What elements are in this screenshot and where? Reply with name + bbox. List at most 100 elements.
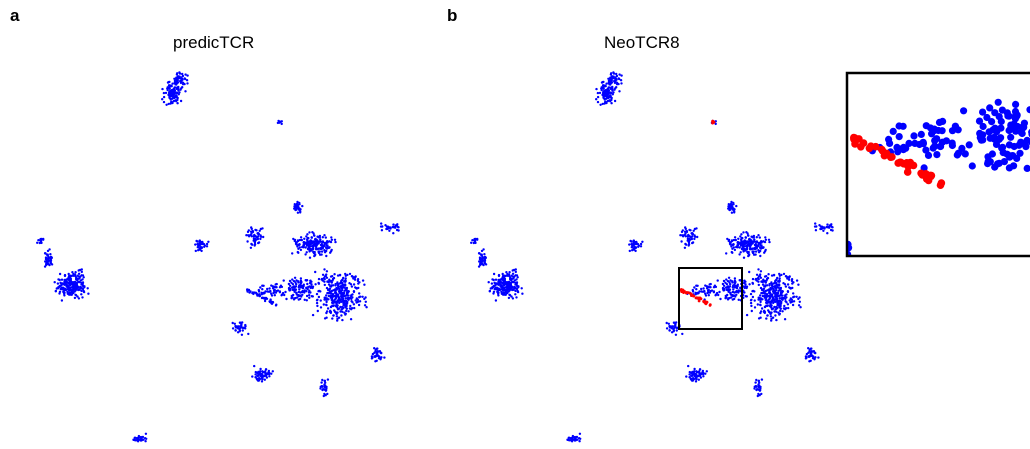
scatter-point — [283, 293, 286, 297]
scatter-point — [380, 229, 384, 232]
scatter-point — [299, 211, 302, 214]
scatter-point — [813, 225, 817, 228]
scatter-point — [715, 291, 719, 295]
scatter-point — [480, 249, 484, 253]
scatter-point — [685, 375, 688, 378]
scatter-point — [732, 294, 736, 297]
inset-point — [965, 141, 973, 149]
scatter-point — [339, 281, 343, 284]
scatter-point — [270, 302, 274, 305]
scatter-point — [709, 282, 712, 286]
scatter-point — [342, 302, 345, 305]
scatter-point — [689, 229, 692, 232]
scatter-point — [175, 83, 178, 86]
scatter-point — [349, 304, 352, 308]
panel-letter-b: b — [447, 6, 458, 25]
scatter-point — [768, 240, 771, 244]
scatter-point — [319, 290, 322, 293]
inset-point — [1017, 128, 1025, 137]
scatter-point — [330, 295, 334, 298]
scatter-point — [344, 297, 348, 300]
scatter-point — [733, 277, 737, 280]
scatter-point — [736, 244, 740, 247]
scatter-point — [759, 244, 763, 247]
scatter-point — [301, 204, 304, 208]
scatter-point — [62, 289, 66, 292]
panel-title-b: NeoTCR8 — [604, 33, 680, 52]
scatter-point — [336, 281, 339, 284]
scatter-point — [779, 302, 783, 305]
scatter-point — [706, 291, 710, 294]
scatter-point — [56, 282, 60, 285]
scatter-point — [198, 248, 202, 251]
inset-point — [933, 135, 941, 143]
scatter-point — [334, 240, 337, 244]
zoom-inset — [847, 98, 1030, 256]
scatter-point — [776, 300, 779, 303]
scatter-point — [757, 249, 760, 252]
scatter-point — [726, 288, 729, 291]
scatter-point — [748, 283, 751, 286]
scatter-point — [315, 292, 319, 296]
scatter-point — [521, 292, 524, 295]
scatter-point — [476, 237, 479, 241]
scatter-point — [759, 300, 762, 304]
scatter-point — [781, 294, 784, 297]
scatter-point — [702, 287, 705, 290]
scatter-point — [499, 280, 502, 283]
scatter-point — [36, 241, 39, 244]
scatter-point — [258, 372, 262, 375]
scatter-point — [380, 356, 383, 359]
scatter-point — [282, 279, 285, 282]
scatter-point — [49, 261, 52, 264]
scatter-point — [617, 77, 620, 80]
scatter-point — [363, 297, 366, 301]
scatter-point — [257, 235, 260, 238]
scatter-point — [323, 234, 326, 237]
scatter-point — [264, 370, 267, 373]
scatter-point — [613, 79, 616, 83]
scatter-point — [77, 272, 81, 275]
scatter-point — [306, 243, 309, 246]
scatter-point — [609, 83, 612, 86]
scatter-point — [750, 309, 753, 313]
scatter-point — [610, 86, 613, 89]
scatter-point — [686, 237, 690, 240]
scatter-point — [303, 291, 306, 294]
scatter-point — [735, 245, 738, 249]
scatter-point — [499, 284, 502, 287]
scatter-point — [75, 276, 78, 279]
scatter-point — [632, 248, 636, 251]
scatter-point — [772, 297, 775, 300]
scatter-point — [254, 373, 257, 376]
highlighted-point — [695, 296, 699, 300]
scatter-point — [244, 323, 247, 327]
scatter-point — [171, 89, 174, 92]
scatter-point — [167, 91, 171, 95]
scatter-point — [312, 252, 316, 255]
scatter-point — [397, 229, 400, 232]
scatter-point — [80, 270, 84, 274]
scatter-point — [567, 438, 570, 442]
scatter-point — [497, 289, 500, 292]
scatter-point — [743, 286, 746, 290]
scatter-point — [87, 292, 90, 295]
scatter-point — [65, 278, 68, 281]
scatter-point — [65, 280, 69, 283]
scatter-point — [373, 347, 376, 350]
scatter-point — [693, 234, 696, 237]
scatter-point — [500, 290, 503, 294]
scatter-point — [571, 434, 575, 438]
scatter-point — [759, 387, 762, 390]
scatter-point — [778, 272, 781, 276]
scatter-point — [133, 438, 136, 442]
scatter-point — [308, 256, 312, 259]
scatter-point — [326, 392, 329, 396]
inset-point — [979, 122, 987, 131]
scatter-point — [347, 294, 350, 297]
scatter-point — [705, 370, 708, 373]
scatter-point — [311, 286, 314, 290]
scatter-point — [175, 73, 179, 76]
scatter-point — [250, 226, 253, 229]
scatter-point — [760, 378, 764, 381]
